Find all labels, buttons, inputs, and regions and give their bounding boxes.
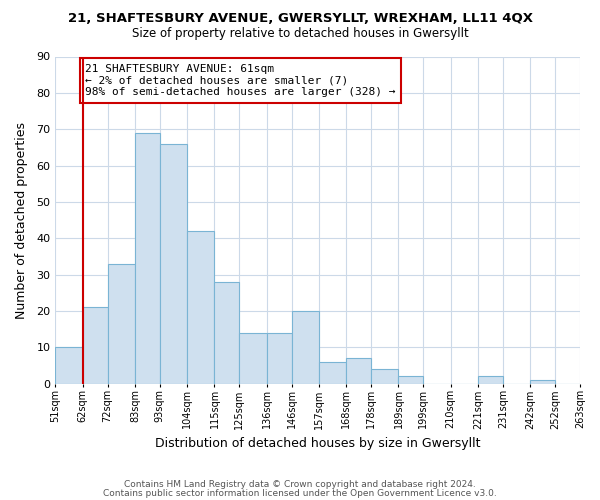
Bar (319, 362, 346, 384)
Bar (83, 308, 107, 384)
Bar (398, 376, 424, 384)
Bar (371, 369, 398, 384)
Text: Size of property relative to detached houses in Gwersyllt: Size of property relative to detached ho… (131, 28, 469, 40)
Bar (214, 282, 239, 384)
Bar (266, 332, 292, 384)
X-axis label: Distribution of detached houses by size in Gwersyllt: Distribution of detached houses by size … (155, 437, 481, 450)
Bar (55, 348, 83, 384)
Bar (346, 358, 371, 384)
Y-axis label: Number of detached properties: Number of detached properties (15, 122, 28, 318)
Bar (135, 133, 160, 384)
Text: Contains public sector information licensed under the Open Government Licence v3: Contains public sector information licen… (103, 488, 497, 498)
Bar (292, 311, 319, 384)
Bar (187, 231, 214, 384)
Bar (160, 144, 187, 384)
Bar (478, 376, 503, 384)
Bar (107, 264, 135, 384)
Bar (530, 380, 555, 384)
Text: 21, SHAFTESBURY AVENUE, GWERSYLLT, WREXHAM, LL11 4QX: 21, SHAFTESBURY AVENUE, GWERSYLLT, WREXH… (67, 12, 533, 26)
Text: 21 SHAFTESBURY AVENUE: 61sqm
← 2% of detached houses are smaller (7)
98% of semi: 21 SHAFTESBURY AVENUE: 61sqm ← 2% of det… (85, 64, 395, 97)
Bar (239, 332, 266, 384)
Text: Contains HM Land Registry data © Crown copyright and database right 2024.: Contains HM Land Registry data © Crown c… (124, 480, 476, 489)
